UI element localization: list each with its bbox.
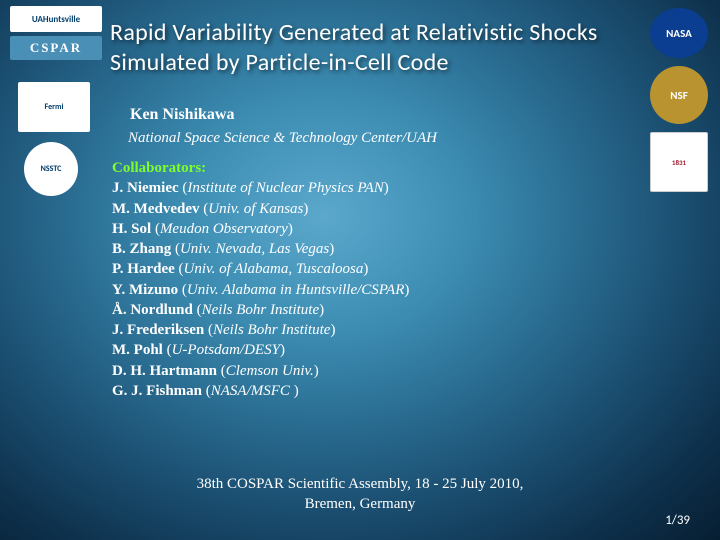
collaborator-row: D. H. Hartmann (Clemson Univ.): [112, 361, 409, 381]
collaborator-institution: Clemson Univ.: [226, 363, 314, 379]
cspar-logo: CSPAR: [10, 36, 102, 60]
collaborator-row: J. Niemiec (Institute of Nuclear Physics…: [112, 178, 409, 198]
university-alabama-logo: 1831: [650, 132, 708, 192]
fermi-logo: Fermi: [18, 82, 90, 132]
collaborator-name: Y. Mizuno: [112, 282, 178, 298]
collaborator-name: B. Zhang: [112, 241, 171, 257]
collaborator-row: Y. Mizuno (Univ. Alabama in Huntsville/C…: [112, 280, 409, 300]
collaborator-institution: NASA/MSFC: [211, 383, 294, 399]
collaborator-institution: Univ. Alabama in Huntsville/CSPAR: [187, 282, 405, 298]
collaborator-institution: Univ. Nevada, Las Vegas: [180, 241, 329, 257]
collaborator-name: M. Medvedev: [112, 201, 199, 217]
nsf-logo: NSF: [650, 66, 708, 124]
collaborator-name: D. H. Hartmann: [112, 363, 217, 379]
collaborator-row: P. Hardee (Univ. of Alabama, Tuscaloosa): [112, 259, 409, 279]
conference-line1: 38th COSPAR Scientific Assembly, 18 - 25…: [197, 476, 524, 492]
collaborator-name: J. Frederiksen: [112, 322, 204, 338]
collaborator-name: Å. Nordlund: [112, 302, 193, 318]
collaborators-block: Collaborators: J. Niemiec (Institute of …: [112, 158, 409, 401]
collaborator-row: H. Sol (Meudon Observatory): [112, 219, 409, 239]
collaborator-institution: Institute of Nuclear Physics PAN: [187, 180, 383, 196]
left-logo-column: UAHuntsville CSPAR Fermi NSSTC: [10, 6, 102, 196]
nsstc-logo: NSSTC: [24, 142, 78, 196]
author-affiliation: National Space Science & Technology Cent…: [128, 130, 437, 147]
collaborator-institution: Univ. of Alabama, Tuscaloosa: [184, 261, 364, 277]
collaborator-row: J. Frederiksen (Neils Bohr Institute): [112, 320, 409, 340]
collaborators-list: J. Niemiec (Institute of Nuclear Physics…: [112, 178, 409, 401]
collaborator-row: Å. Nordlund (Neils Bohr Institute): [112, 300, 409, 320]
right-logo-column: NASA NSF 1831: [650, 8, 710, 192]
collaborator-institution: Meudon Observatory: [160, 221, 288, 237]
author-name: Ken Nishikawa: [130, 106, 234, 124]
collaborator-institution: Neils Bohr Institute: [213, 322, 331, 338]
collaborator-name: P. Hardee: [112, 261, 175, 277]
collaborator-institution: U-Potsdam/DESY: [172, 342, 280, 358]
collaborator-row: M. Pohl (U-Potsdam/DESY): [112, 340, 409, 360]
collaborator-name: J. Niemiec: [112, 180, 179, 196]
nasa-logo: NASA: [650, 8, 708, 58]
conference-line2: Bremen, Germany: [305, 496, 416, 512]
collaborator-row: M. Medvedev (Univ. of Kansas): [112, 199, 409, 219]
collaborators-label: Collaborators:: [112, 158, 409, 178]
page-number: 1/39: [665, 513, 690, 528]
collaborator-institution: Neils Bohr Institute: [202, 302, 320, 318]
collaborator-row: B. Zhang (Univ. Nevada, Las Vegas): [112, 239, 409, 259]
collaborator-name: M. Pohl: [112, 342, 163, 358]
collaborator-row: G. J. Fishman (NASA/MSFC ): [112, 381, 409, 401]
uahuntsville-logo: UAHuntsville: [10, 6, 102, 32]
collaborator-institution: Univ. of Kansas: [208, 201, 303, 217]
collaborator-name: G. J. Fishman: [112, 383, 202, 399]
slide-title: Rapid Variability Generated at Relativis…: [110, 18, 650, 78]
collaborator-name: H. Sol: [112, 221, 151, 237]
conference-info: 38th COSPAR Scientific Assembly, 18 - 25…: [0, 475, 720, 514]
